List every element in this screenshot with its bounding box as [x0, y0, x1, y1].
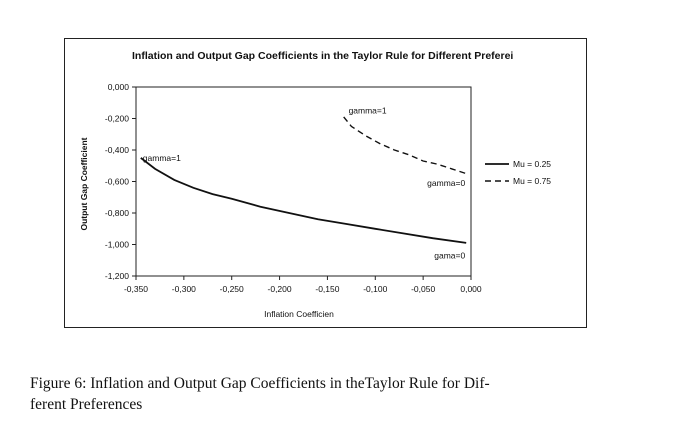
- chart-frame: Inflation and Output Gap Coefficients in…: [64, 38, 587, 328]
- y-tick-label: -1,200: [105, 271, 129, 281]
- legend: Mu = 0.25 Mu = 0.75: [485, 159, 551, 186]
- plot-border: [135, 86, 472, 277]
- x-tick-label: -0,350: [124, 284, 148, 294]
- y-tick-label: -0,800: [105, 208, 129, 218]
- annotation-label: gamma=0: [427, 178, 465, 188]
- annotation-label: gamma=1: [143, 153, 181, 163]
- series-line-mu-075: [343, 116, 467, 175]
- annotation-label: gamma=1: [349, 106, 387, 116]
- legend-label: Mu = 0.25: [513, 159, 551, 169]
- legend-label: Mu = 0.75: [513, 176, 551, 186]
- caption-line-2: ferent Preferences: [30, 396, 143, 413]
- chart: Inflation and Output Gap Coefficients in…: [79, 50, 551, 319]
- y-tick-label: -0,600: [105, 177, 129, 187]
- y-tick-label: -0,200: [105, 114, 129, 124]
- y-tick-label: -1,000: [105, 240, 129, 250]
- x-tick-label: -0,300: [172, 284, 196, 294]
- figure-caption: Figure 6: Inflation and Output Gap Coeff…: [30, 373, 630, 415]
- y-tick-label: 0,000: [108, 82, 130, 92]
- series-line-mu-025: [140, 157, 467, 244]
- x-axis-label: Inflation Coefficien: [264, 309, 334, 319]
- x-tick-label: -0,100: [363, 284, 387, 294]
- annotation-label: gama=0: [434, 251, 465, 261]
- x-tick-label: -0,150: [315, 284, 339, 294]
- chart-title: Inflation and Output Gap Coefficients in…: [132, 50, 513, 62]
- y-tick-label: -0,400: [105, 145, 129, 155]
- x-tick-label: 0,000: [460, 284, 482, 294]
- x-tick-label: -0,200: [268, 284, 292, 294]
- x-tick-label: -0,250: [220, 284, 244, 294]
- caption-line-1: Figure 6: Inflation and Output Gap Coeff…: [30, 375, 490, 392]
- x-tick-label: -0,050: [411, 284, 435, 294]
- plot-area: 0,000 -0,200 -0,400 -0,600 -0,800 -1,000 -1,20…: [105, 82, 482, 294]
- y-axis-label: Output Gap Coefficient: [79, 137, 89, 230]
